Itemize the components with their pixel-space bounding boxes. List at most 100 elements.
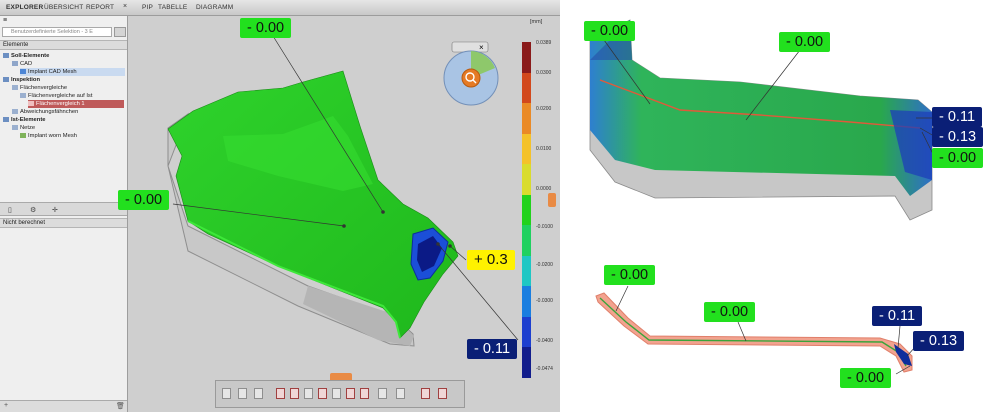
deviation-color-scale bbox=[522, 42, 531, 379]
tab-tabelle[interactable]: TABELLE bbox=[158, 4, 188, 11]
selection-search-input[interactable]: Benutzerdefinierte Selektion - 3 E bbox=[2, 27, 112, 37]
colorbar-segment bbox=[522, 164, 531, 196]
tree-item-implant-cad-mesh[interactable]: Implant CAD Mesh bbox=[20, 68, 125, 76]
add-icon[interactable]: + bbox=[4, 402, 9, 409]
leader-point-top bbox=[381, 210, 385, 214]
status-panel: Nicht berechnet bbox=[0, 218, 127, 228]
inspection-app-window: EXPLORER ÜBERSICHT REPORT × PIP TABELLE … bbox=[0, 0, 560, 412]
tree-item-ist-elemente[interactable]: Ist-Elemente bbox=[3, 116, 45, 124]
implant-3d-model: × bbox=[167, 27, 519, 347]
colorbar-tick-label: -0.0100 bbox=[536, 224, 553, 230]
tab-explorer[interactable]: EXPLORER bbox=[6, 4, 44, 11]
toolbar-button-2[interactable] bbox=[238, 388, 247, 399]
colorbar-tick-label: -0.0474 bbox=[536, 366, 553, 372]
toolbar-button-10[interactable] bbox=[360, 388, 369, 399]
top-view-label-d: - 0.13 bbox=[932, 127, 984, 147]
section-label-b: - 0.00 bbox=[704, 302, 756, 322]
colorbar-tick-label: 0.0389 bbox=[536, 40, 552, 46]
cross-section-profile bbox=[595, 292, 913, 373]
colorbar-tick-label: -0.0200 bbox=[536, 262, 553, 268]
selection-filter-button[interactable] bbox=[114, 27, 126, 37]
toolbar-button-1[interactable] bbox=[222, 388, 231, 399]
leader-line-top bbox=[267, 27, 384, 213]
toolbar-collapse-handle[interactable] bbox=[330, 373, 352, 380]
section-label-d: - 0.13 bbox=[913, 331, 965, 351]
tree-item-netze[interactable]: Netze bbox=[12, 124, 35, 132]
colorbar-tick-label: 0.0100 bbox=[536, 146, 552, 152]
model-edge-shadow bbox=[303, 286, 414, 346]
colorbar-segment bbox=[522, 316, 531, 348]
deviation-core bbox=[417, 236, 442, 272]
colorbar-tick-label: 0.0200 bbox=[536, 106, 552, 112]
tree-item-soll-elemente[interactable]: Soll-Elemente bbox=[3, 52, 49, 60]
folder-icon bbox=[3, 52, 9, 58]
leader-point-yellow bbox=[448, 244, 452, 248]
properties-tab-icon[interactable]: ▯ bbox=[8, 207, 12, 214]
leader-section-a bbox=[615, 285, 629, 312]
leader-line-yellow bbox=[449, 245, 467, 261]
colorbar-tick-label: -0.0400 bbox=[536, 338, 553, 344]
sidebar-footer: + 🗑 bbox=[0, 400, 127, 412]
folder-icon bbox=[3, 116, 9, 122]
folder-icon bbox=[3, 76, 9, 82]
sidebar-menu-icon[interactable]: ≡ bbox=[3, 17, 8, 24]
magnifier-handle bbox=[472, 79, 477, 84]
toolbar-button-12[interactable] bbox=[396, 388, 405, 399]
tab-report[interactable]: REPORT bbox=[86, 4, 115, 11]
toolbar-button-6[interactable] bbox=[304, 388, 313, 399]
colorbar-segment bbox=[522, 133, 531, 165]
toolbar-button-3[interactable] bbox=[254, 388, 263, 399]
toolbar-button-14[interactable] bbox=[438, 388, 447, 399]
leader-point-left bbox=[342, 224, 346, 228]
main-tab-bar: EXPLORER ÜBERSICHT REPORT × PIP TABELLE … bbox=[0, 0, 560, 16]
deviation-label-left: - 0.00 bbox=[118, 190, 170, 210]
colorbar-tick-label: 0.0300 bbox=[536, 70, 552, 76]
colorbar-expand-handle[interactable] bbox=[548, 193, 556, 207]
model-highlight bbox=[223, 116, 373, 191]
tab-pip[interactable]: PIP bbox=[142, 4, 154, 11]
colorbar-segment bbox=[522, 286, 531, 318]
colorbar-segment bbox=[522, 347, 531, 379]
tab-diagramm[interactable]: DIAGRAMM bbox=[196, 4, 234, 11]
leader-point-navy bbox=[436, 242, 440, 246]
worn-blue-zone bbox=[890, 110, 932, 180]
toolbar-button-7[interactable] bbox=[318, 388, 327, 399]
leader-right-d bbox=[919, 127, 935, 137]
properties-tab-strip: ▯ ⚙ ✛ bbox=[0, 202, 127, 216]
comparison-views: - 0.00 - 0.00 - 0.11 - 0.13 - 0.00 - 0.0… bbox=[560, 0, 1000, 412]
transform-tab-icon[interactable]: ✛ bbox=[52, 207, 58, 214]
tab-close-icon[interactable]: × bbox=[123, 3, 128, 10]
section-line-on-model bbox=[599, 79, 921, 129]
comparison-icon bbox=[20, 92, 26, 98]
colorbar-segment bbox=[522, 255, 531, 287]
section-label-c: - 0.11 bbox=[872, 306, 923, 326]
tree-item-abweichungsfaehnchen[interactable]: Abweichungsfähnchen bbox=[12, 108, 78, 116]
view-widget-close-icon[interactable]: × bbox=[479, 43, 484, 52]
toolbar-button-11[interactable] bbox=[378, 388, 387, 399]
top-view-label-b: - 0.00 bbox=[779, 32, 831, 52]
toolbar-button-8[interactable] bbox=[332, 388, 341, 399]
tree-item-implant-worn-mesh[interactable]: Implant worn Mesh bbox=[20, 132, 77, 140]
section-label-e: - 0.00 bbox=[840, 368, 892, 388]
deviation-label-max: + 0.3 bbox=[467, 250, 515, 270]
colorbar-segment bbox=[522, 42, 531, 74]
tree-item-inspektion[interactable]: Inspektion bbox=[3, 76, 40, 84]
tree-item-flaechenvergleiche-auf-ist[interactable]: Flächenvergleiche auf Ist bbox=[20, 92, 92, 100]
elements-panel-header: Elemente bbox=[0, 40, 127, 50]
toolbar-button-9[interactable] bbox=[346, 388, 355, 399]
colorbar-segment bbox=[522, 194, 531, 226]
model-rim bbox=[187, 220, 401, 339]
explorer-sidebar: ≡ Benutzerdefinierte Selektion - 3 E Ele… bbox=[0, 16, 128, 412]
tree-item-flaechenvergleich-1[interactable]: Flächenvergleich 1 bbox=[28, 100, 124, 108]
toolbar-button-4[interactable] bbox=[276, 388, 285, 399]
toolbar-button-13[interactable] bbox=[421, 388, 430, 399]
3d-viewport[interactable]: × bbox=[128, 16, 560, 412]
tree-item-cad[interactable]: CAD bbox=[12, 60, 32, 68]
tree-item-flaechenvergleiche[interactable]: Flächenvergleiche bbox=[12, 84, 67, 92]
settings-tab-icon[interactable]: ⚙ bbox=[30, 207, 37, 214]
zoom-magnifier-icon[interactable] bbox=[461, 68, 481, 88]
leader-right-b bbox=[745, 49, 801, 121]
toolbar-button-5[interactable] bbox=[290, 388, 299, 399]
tab-uebersicht[interactable]: ÜBERSICHT bbox=[44, 4, 84, 11]
delete-icon[interactable]: 🗑 bbox=[116, 403, 125, 410]
